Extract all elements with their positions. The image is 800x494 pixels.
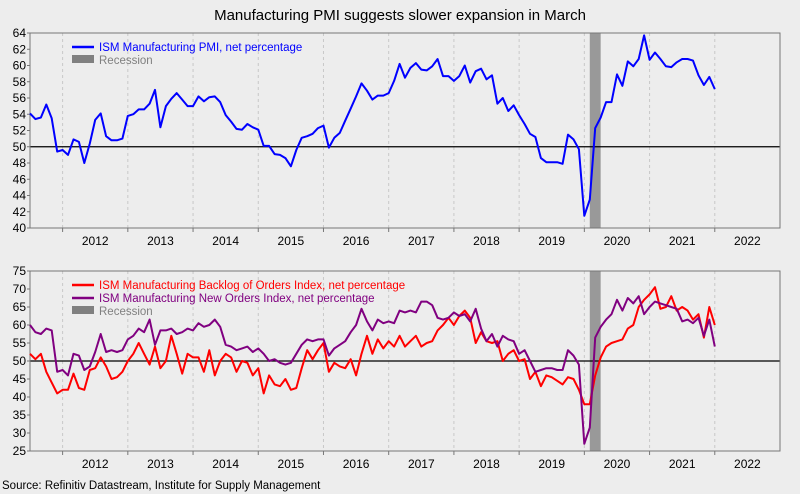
x-tick-label: 2016 <box>343 234 370 248</box>
y-tick-label: 62 <box>13 42 27 56</box>
x-tick-label: 2012 <box>82 234 109 248</box>
series-line-1 <box>29 286 716 406</box>
x-tick-label: 2014 <box>212 457 239 471</box>
y-tick-label: 45 <box>13 372 27 386</box>
y-tick-label: 58 <box>13 75 27 89</box>
y-tick-label: 30 <box>13 426 27 440</box>
y-tick-label: 46 <box>13 172 27 186</box>
y-tick-label: 56 <box>13 91 27 105</box>
x-tick-label: 2012 <box>82 457 109 471</box>
x-tick-label: 2013 <box>147 457 174 471</box>
x-tick-label: 2016 <box>343 457 370 471</box>
y-tick-label: 35 <box>13 408 27 422</box>
y-tick-label: 40 <box>13 390 27 404</box>
legend-swatch-recession <box>72 55 94 63</box>
x-tick-label: 2022 <box>734 457 761 471</box>
x-tick-label: 2020 <box>604 457 631 471</box>
legend-label-recession: Recession <box>99 55 153 67</box>
x-tick-label: 2021 <box>669 234 696 248</box>
y-tick-label: 60 <box>13 59 27 73</box>
chart-title: Manufacturing PMI suggests slower expans… <box>214 7 586 24</box>
y-tick-label: 60 <box>13 318 27 332</box>
x-tick-label: 2015 <box>278 457 305 471</box>
y-tick-label: 44 <box>13 189 27 203</box>
y-tick-label: 50 <box>13 354 27 368</box>
x-tick-label: 2013 <box>147 234 174 248</box>
y-tick-label: 55 <box>13 336 27 350</box>
legend-label-2: ISM Manufacturing New Orders Index, net … <box>99 293 375 305</box>
legend-swatch-recession <box>72 306 94 314</box>
x-tick-label: 2022 <box>734 234 761 248</box>
x-tick-label: 2019 <box>538 234 565 248</box>
plot-area <box>30 33 780 228</box>
x-tick-label: 2018 <box>473 234 500 248</box>
y-tick-label: 54 <box>13 107 27 121</box>
x-tick-label: 2020 <box>604 234 631 248</box>
x-tick-label: 2018 <box>473 457 500 471</box>
x-tick-label: 2015 <box>278 234 305 248</box>
y-tick-label: 65 <box>13 300 27 314</box>
y-tick-label: 52 <box>13 124 27 138</box>
legend-label-recession: Recession <box>99 306 153 318</box>
y-tick-label: 70 <box>13 282 27 296</box>
x-tick-label: 2019 <box>538 457 565 471</box>
source-note: Source: Refinitiv Datastream, Institute … <box>2 480 321 492</box>
y-tick-label: 48 <box>13 156 27 170</box>
y-tick-label: 25 <box>13 444 27 458</box>
y-tick-label: 64 <box>13 26 27 40</box>
pmi-panel: 40 42 44 46 48 50 52 54 56 58 60 62 64 2012 2013 2014 20… <box>13 26 781 248</box>
x-tick-label: 2014 <box>212 234 239 248</box>
series-line-1 <box>29 34 716 217</box>
x-tick-label: 2021 <box>669 457 696 471</box>
legend-label-1: ISM Manufacturing Backlog of Orders Inde… <box>99 280 405 292</box>
y-tick-label: 50 <box>13 140 27 154</box>
series-line-2 <box>29 295 716 445</box>
x-tick-label: 2017 <box>408 234 435 248</box>
y-tick-label: 75 <box>13 264 27 278</box>
y-tick-label: 42 <box>13 205 27 219</box>
orders-panel: 25 30 35 40 45 50 55 60 65 70 75 2012 2013 2014 2015 20… <box>13 264 781 471</box>
x-tick-label: 2017 <box>408 457 435 471</box>
y-tick-label: 40 <box>13 221 27 235</box>
legend-label-1: ISM Manufacturing PMI, net percentage <box>99 42 302 54</box>
